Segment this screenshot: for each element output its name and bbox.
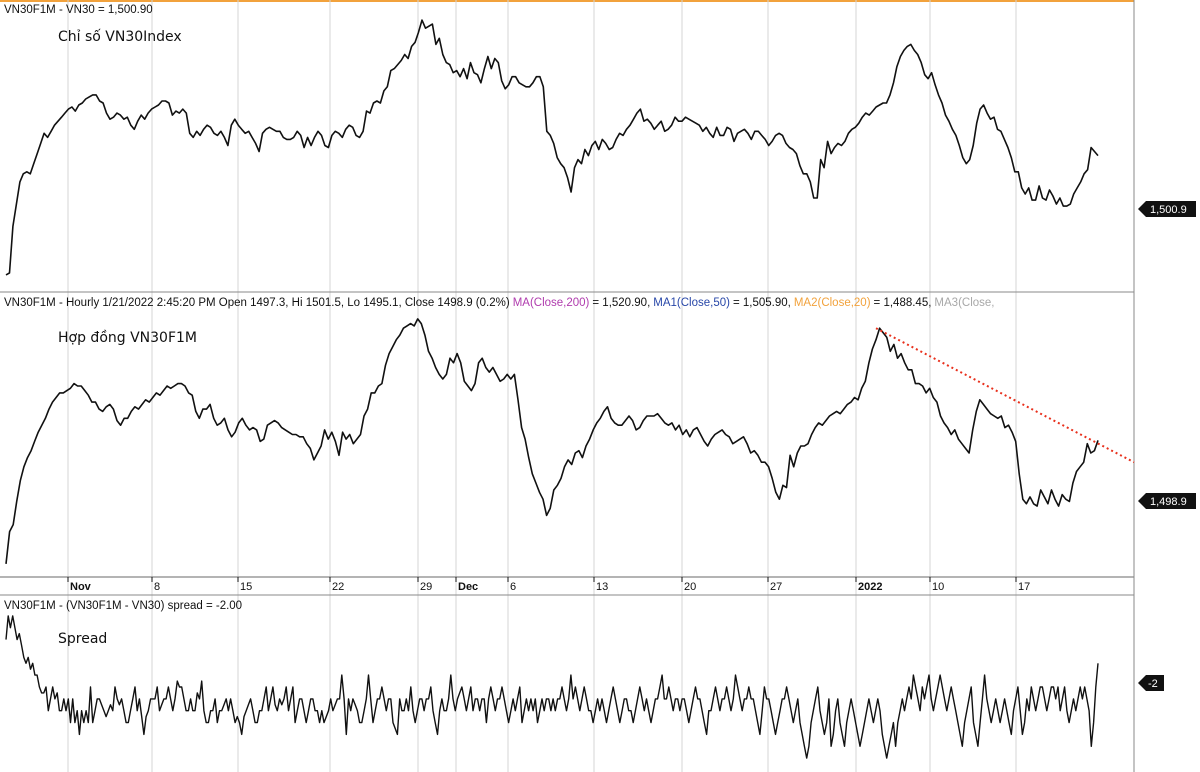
x-tick-label: 15 (240, 581, 252, 593)
ma20-label: MA2(Close,20) (794, 297, 871, 309)
futures-series-line (5, 318, 1099, 564)
futures-last-value-badge: 1,498.9 (1138, 493, 1196, 509)
vertical-gridlines (67, 0, 1017, 772)
futures-last-value: 1,498.9 (1150, 496, 1187, 508)
futures-panel-header: VN30F1M - Hourly 1/21/2022 2:45:20 PM Op… (4, 297, 995, 309)
x-tick-label: 10 (932, 581, 944, 593)
ma50-value: = 1,505.90, (733, 297, 791, 309)
x-tick-label: 20 (684, 581, 696, 593)
x-tick-label: 17 (1018, 581, 1030, 593)
ma200-label: MA(Close,200) (513, 297, 590, 309)
index-series-line (5, 19, 1099, 276)
spread-panel-label: Spread (58, 631, 107, 647)
futures-panel-label: Hợp đồng VN30F1M (58, 329, 197, 346)
ma50-label: MA1(Close,50) (653, 297, 730, 309)
spread-last-value-badge: -2 (1138, 675, 1164, 691)
x-tick-label: 2022 (858, 581, 882, 593)
x-axis-ticks: Nov 8 15 22 29 Dec 6 13 20 27 2022 10 17 (67, 577, 1030, 593)
x-tick-label: 29 (420, 581, 432, 593)
ma200-value: = 1,520.90, (592, 297, 650, 309)
ma3-label: MA3(Close, (934, 297, 994, 309)
futures-header-main: VN30F1M - Hourly 1/21/2022 2:45:20 PM Op… (4, 297, 510, 309)
x-tick-label: 8 (154, 581, 160, 593)
futures-trendline (875, 327, 1135, 464)
index-last-value: 1,500.9 (1150, 204, 1187, 216)
x-tick-label: 27 (770, 581, 782, 593)
index-last-value-badge: 1,500.9 (1138, 201, 1196, 217)
spread-panel-header: VN30F1M - (VN30F1M - VN30) spread = -2.0… (4, 600, 242, 612)
x-tick-label: Dec (458, 581, 478, 593)
x-tick-label: 6 (510, 581, 516, 593)
spread-last-value: -2 (1148, 678, 1158, 690)
x-tick-label: Nov (70, 581, 92, 593)
x-tick-label: 22 (332, 581, 344, 593)
spread-series-line (5, 615, 1099, 759)
index-panel-header: VN30F1M - VN30 = 1,500.90 (4, 4, 153, 16)
index-panel-label: Chỉ số VN30Index (58, 28, 182, 45)
ma20-value: = 1,488.45, (874, 297, 932, 309)
x-tick-label: 13 (596, 581, 608, 593)
